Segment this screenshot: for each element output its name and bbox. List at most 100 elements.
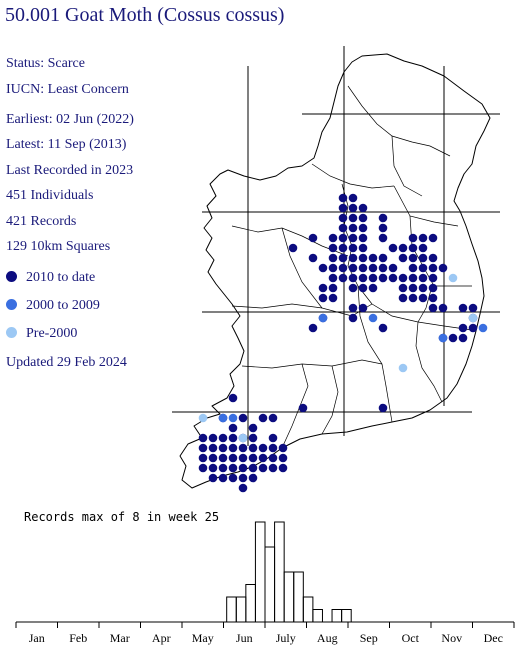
record-dot-recent bbox=[468, 323, 478, 333]
record-dot-recent bbox=[228, 443, 238, 453]
month-label: Jan bbox=[28, 631, 45, 645]
record-dot-recent bbox=[218, 433, 228, 443]
record-dot-recent bbox=[228, 473, 238, 483]
legend-dot-mid-icon bbox=[6, 299, 17, 311]
record-dot-recent bbox=[338, 213, 348, 223]
record-dot-recent bbox=[198, 443, 208, 453]
last-recorded-text: Last Recorded in 2023 bbox=[6, 163, 134, 178]
ireland-outline bbox=[179, 53, 491, 489]
record-dot-recent bbox=[338, 233, 348, 243]
record-dot-recent bbox=[408, 273, 418, 283]
record-dot-recent bbox=[358, 223, 368, 233]
record-dot-old bbox=[398, 363, 408, 373]
record-dot-recent bbox=[418, 283, 428, 293]
record-dot-recent bbox=[308, 323, 318, 333]
record-dot-recent bbox=[278, 463, 288, 473]
legend-dot-old-icon bbox=[6, 327, 17, 339]
record-dot-recent bbox=[208, 453, 218, 463]
record-dot-recent bbox=[378, 213, 388, 223]
legend-item-recent: 2010 to date bbox=[6, 270, 95, 286]
record-dot-old bbox=[448, 273, 458, 283]
record-dot-recent bbox=[328, 293, 338, 303]
distribution-map bbox=[172, 46, 500, 493]
month-label: Dec bbox=[483, 631, 503, 645]
updated-text: Updated 29 Feb 2024 bbox=[6, 355, 127, 370]
record-dot-recent bbox=[348, 193, 358, 203]
record-dot-recent bbox=[428, 303, 438, 313]
record-dot-recent bbox=[368, 253, 378, 263]
month-label: Mar bbox=[109, 631, 130, 645]
record-dot-recent bbox=[378, 273, 388, 283]
record-dot-recent bbox=[408, 233, 418, 243]
record-dot-recent bbox=[328, 283, 338, 293]
record-dot-mid bbox=[218, 413, 228, 423]
record-dot-mid bbox=[228, 413, 238, 423]
record-dot-recent bbox=[348, 263, 358, 273]
legend-label-old: Pre-2000 bbox=[26, 326, 78, 341]
record-dot-recent bbox=[348, 253, 358, 263]
record-dot-recent bbox=[408, 253, 418, 263]
record-dot-recent bbox=[358, 303, 368, 313]
record-dot-recent bbox=[418, 243, 428, 253]
record-dot-recent bbox=[258, 463, 268, 473]
record-dot-recent bbox=[248, 443, 258, 453]
record-dot-recent bbox=[338, 203, 348, 213]
record-dot-recent bbox=[338, 223, 348, 233]
record-dot-recent bbox=[238, 443, 248, 453]
histogram-title: Records max of 8 in week 25 bbox=[24, 510, 220, 524]
record-dot-recent bbox=[298, 403, 308, 413]
record-dot-recent bbox=[458, 303, 468, 313]
record-dot-recent bbox=[268, 413, 278, 423]
earliest-text: Earliest: 02 Jun (2022) bbox=[6, 112, 134, 127]
record-dot-recent bbox=[198, 433, 208, 443]
record-dot-recent bbox=[258, 413, 268, 423]
record-dot-recent bbox=[248, 423, 258, 433]
record-dot-recent bbox=[428, 293, 438, 303]
record-dot-recent bbox=[338, 253, 348, 263]
record-dot-recent bbox=[348, 273, 358, 283]
record-dot-mid bbox=[438, 333, 448, 343]
histogram-bar bbox=[226, 596, 237, 623]
record-dot-recent bbox=[398, 243, 408, 253]
record-dot-recent bbox=[428, 233, 438, 243]
record-dot-recent bbox=[358, 283, 368, 293]
record-dot-recent bbox=[198, 453, 208, 463]
record-dot-recent bbox=[288, 243, 298, 253]
record-dot-recent bbox=[258, 443, 268, 453]
record-dot-recent bbox=[348, 243, 358, 253]
record-dot-recent bbox=[348, 213, 358, 223]
record-dot-recent bbox=[208, 473, 218, 483]
record-dot-recent bbox=[358, 213, 368, 223]
record-dot-recent bbox=[348, 233, 358, 243]
record-dot-recent bbox=[268, 453, 278, 463]
record-dot-recent bbox=[418, 293, 428, 303]
legend-item-old: Pre-2000 bbox=[6, 326, 77, 342]
record-dot-recent bbox=[318, 263, 328, 273]
month-ticks bbox=[15, 622, 515, 628]
record-dot-recent bbox=[238, 413, 248, 423]
record-dot-recent bbox=[398, 253, 408, 263]
individuals-count: 451 Individuals bbox=[6, 188, 94, 203]
legend-dot-recent-icon bbox=[6, 271, 17, 283]
record-dot-recent bbox=[238, 473, 248, 483]
record-dot-recent bbox=[338, 263, 348, 273]
record-dot-recent bbox=[268, 463, 278, 473]
record-dot-old bbox=[468, 313, 478, 323]
record-dot-recent bbox=[268, 443, 278, 453]
record-dot-recent bbox=[228, 463, 238, 473]
record-dot-recent bbox=[408, 243, 418, 253]
record-dot-recent bbox=[208, 443, 218, 453]
record-dot-recent bbox=[328, 253, 338, 263]
record-dot-recent bbox=[328, 263, 338, 273]
records-count: 421 Records bbox=[6, 214, 77, 229]
record-dot-mid bbox=[478, 323, 488, 333]
record-dot-recent bbox=[318, 283, 328, 293]
record-dot-recent bbox=[248, 473, 258, 483]
record-dot-old bbox=[198, 413, 208, 423]
legend-label-recent: 2010 to date bbox=[26, 270, 96, 285]
record-dot-recent bbox=[348, 303, 358, 313]
legend-item-mid: 2000 to 2009 bbox=[6, 298, 100, 314]
record-dot-recent bbox=[368, 273, 378, 283]
legend-label-mid: 2000 to 2009 bbox=[26, 298, 100, 313]
record-dot-recent bbox=[428, 273, 438, 283]
